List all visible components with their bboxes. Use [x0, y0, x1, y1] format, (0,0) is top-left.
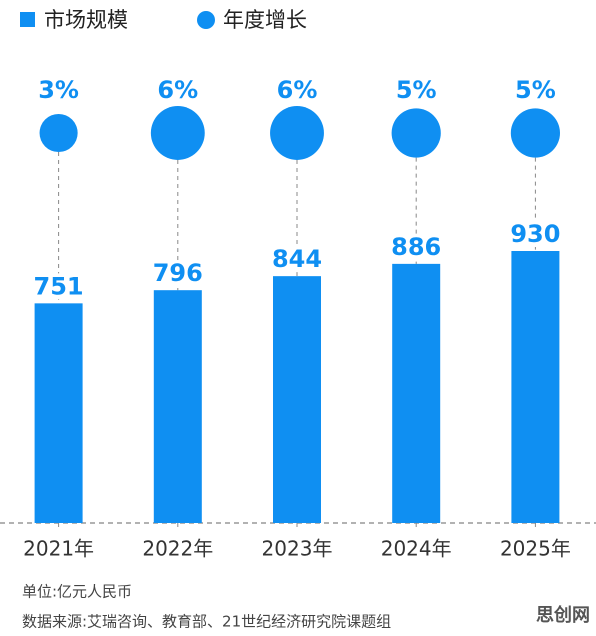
bar-value-label: 930	[510, 220, 560, 248]
label-bg	[271, 246, 323, 273]
bubble	[510, 108, 560, 158]
x-tick-label: 2021年	[23, 537, 94, 561]
x-tick-label: 2025年	[500, 537, 571, 561]
bubble	[391, 108, 441, 158]
bubble	[270, 106, 324, 160]
bar	[273, 276, 321, 523]
x-tick-label: 2023年	[262, 537, 333, 561]
bar-value-label: 751	[34, 272, 84, 300]
legend-label: 市场规模	[44, 8, 128, 32]
bar	[511, 251, 560, 523]
legend-swatch	[197, 11, 215, 29]
bubble-label: 5%	[396, 76, 437, 104]
bubble	[150, 106, 205, 160]
bar	[392, 263, 441, 523]
label-bg	[390, 233, 443, 260]
bar	[153, 290, 202, 523]
x-tick-label: 2022年	[142, 537, 213, 561]
label-bg	[151, 260, 204, 287]
label-bg	[32, 273, 85, 300]
bar	[34, 303, 83, 523]
bar-value-label: 796	[153, 259, 203, 287]
bar-value-label: 844	[272, 245, 322, 273]
legend-swatch	[20, 12, 35, 27]
legend-label: 年度增长	[223, 8, 307, 32]
bubble-label: 5%	[515, 76, 556, 104]
watermark: 思创网	[536, 604, 590, 626]
bubble-label: 6%	[277, 76, 318, 104]
footnote: 单位:亿元人民币	[22, 583, 132, 601]
x-tick-label: 2024年	[381, 537, 452, 561]
footnote: 数据来源:艾瑞咨询、教育部、21世纪经济研究院课题组	[22, 613, 391, 631]
label-bg	[509, 221, 562, 247]
bar-value-label: 886	[391, 233, 441, 261]
bubble-label: 6%	[157, 76, 198, 104]
bubble-label: 3%	[38, 76, 79, 104]
bubble	[39, 113, 78, 153]
